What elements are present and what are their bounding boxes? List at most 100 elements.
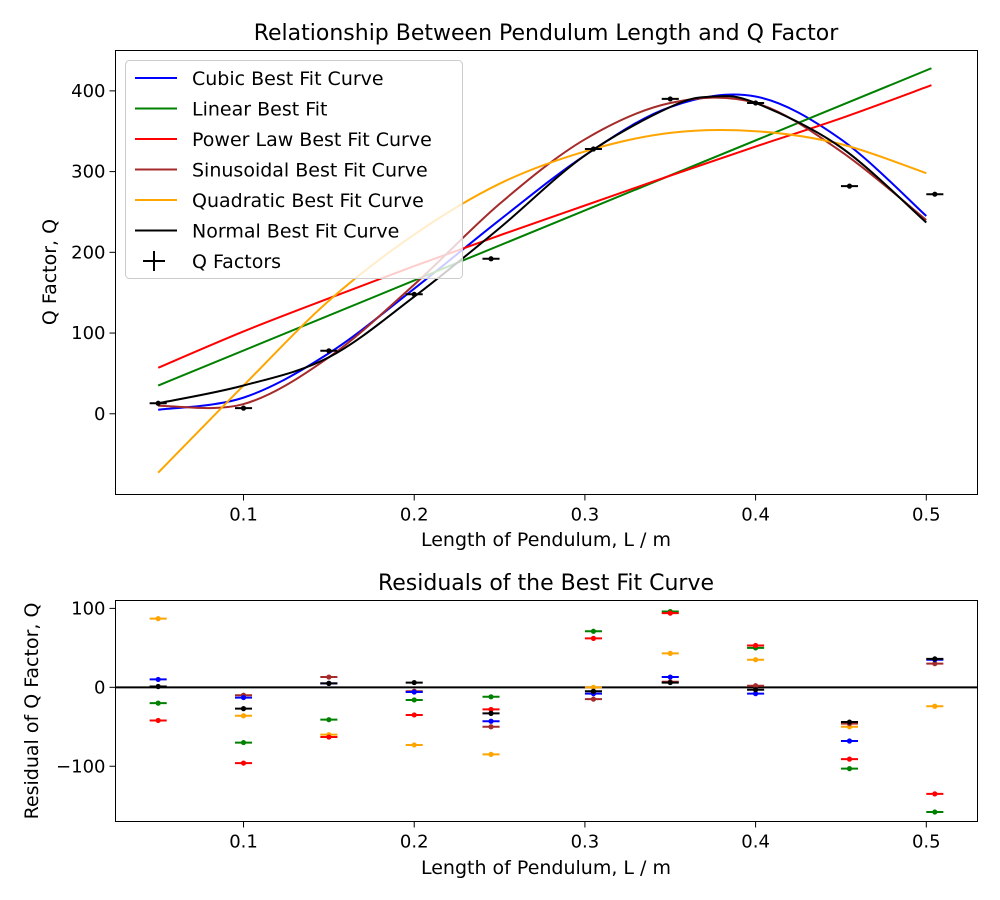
q-factor-marker: [240, 405, 247, 411]
residual-point: [926, 703, 944, 709]
residual-point: [405, 689, 423, 695]
residual-point: [661, 650, 679, 656]
legend-label: Normal Best Fit Curve: [192, 221, 399, 243]
residual-point: [482, 751, 500, 758]
residual-marker: [846, 766, 853, 772]
residual-point: [926, 656, 944, 662]
legend-item-q-factors: Q Factors: [143, 251, 281, 273]
residual-point: [584, 688, 602, 694]
bottom-x-tick-label: 0.3: [571, 832, 600, 853]
residual-point: [234, 694, 253, 701]
legend-label: Q Factors: [192, 251, 281, 273]
top-y-tick-label: 300: [71, 162, 105, 183]
residual-point: [747, 691, 765, 697]
bottom-y-tick-label: 100: [71, 598, 105, 619]
residual-marker: [752, 642, 759, 649]
top-x-axis-label: Length of Pendulum, L / m: [421, 529, 671, 551]
residual-point: [661, 674, 679, 680]
top-x-tick-label: 0.4: [741, 505, 770, 526]
residual-point: [482, 694, 500, 700]
normal-best-fit-curve-line: [157, 95, 927, 405]
q-factor-marker: [326, 348, 332, 354]
residual-marker: [932, 656, 938, 662]
residual-point: [149, 717, 167, 724]
residual-marker: [488, 724, 494, 730]
legend-label: Cubic Best Fit Curve: [192, 68, 384, 90]
residual-marker: [932, 791, 938, 797]
residual-marker: [240, 706, 247, 712]
bottom-x-tick-label: 0.5: [912, 832, 941, 853]
residual-marker: [488, 710, 494, 716]
q-factor-point: [840, 183, 859, 189]
residual-point: [926, 661, 944, 667]
residual-point: [405, 742, 423, 748]
residual-marker: [590, 684, 597, 690]
legend-label: Power Law Best Fit Curve: [192, 129, 432, 151]
residual-point: [747, 642, 765, 649]
residual-marker: [667, 650, 673, 656]
residual-marker: [488, 694, 494, 700]
bottom-y-axis: −100 0 100: [56, 598, 116, 777]
residual-marker: [846, 738, 853, 744]
residual-point: [482, 710, 500, 716]
sinusoidal-best-fit-curve-line: [158, 96, 927, 410]
residual-point: [320, 734, 338, 740]
residual-marker: [240, 713, 247, 719]
legend-box: [125, 60, 463, 279]
q-factor-point: [405, 291, 423, 297]
residual-marker: [667, 679, 673, 686]
residual-marker: [846, 756, 853, 762]
residual-marker: [752, 687, 759, 693]
residual-marker: [488, 718, 494, 724]
residual-marker: [488, 751, 494, 758]
residual-point: [234, 760, 253, 766]
residual-marker: [590, 696, 597, 702]
legend-item-sinusoidal-best-fit-curve: Sinusoidal Best Fit Curve: [135, 160, 428, 182]
residual-marker: [411, 742, 417, 748]
bottom-y-axis-label: Residual of Q Factor, Q: [21, 603, 43, 820]
q-factor-point: [584, 146, 602, 152]
q-factor-point: [747, 100, 765, 106]
residual-point: [747, 683, 765, 689]
q-factor-marker: [590, 146, 597, 152]
q-factor-marker: [488, 256, 494, 262]
residual-point: [840, 756, 859, 762]
residual-marker: [932, 703, 938, 709]
bottom-y-tick-label: 0: [94, 677, 105, 698]
q-factor-marker: [667, 96, 673, 102]
residual-marker: [667, 674, 673, 680]
q-factor-chart: Relationship Between Pendulum Length and…: [39, 21, 978, 551]
legend: Cubic Best Fit Curve Linear Best Fit Power…: [125, 60, 463, 279]
top-y-tick-label: 400: [71, 81, 105, 102]
legend-label: Quadratic Best Fit Curve: [192, 190, 424, 212]
residual-marker: [240, 760, 247, 766]
residual-marker: [752, 691, 759, 697]
residual-marker: [411, 712, 417, 718]
residual-point: [482, 706, 500, 713]
residual-marker: [411, 697, 417, 703]
residual-marker: [240, 739, 247, 746]
top-x-tick-label: 0.3: [571, 505, 600, 526]
top-x-tick-label: 0.5: [912, 505, 941, 526]
residual-marker: [752, 657, 759, 663]
bottom-x-tick-label: 0.1: [229, 832, 258, 853]
top-axes-frame: [115, 50, 978, 495]
residual-marker: [846, 719, 853, 725]
residual-marker: [155, 683, 161, 690]
residual-point: [320, 674, 338, 680]
q-factor-point: [926, 191, 944, 197]
residual-point: [584, 635, 602, 641]
top-y-tick-label: 0: [94, 404, 105, 425]
residual-marker: [590, 628, 597, 634]
bottom-x-tick-label: 0.4: [741, 832, 770, 853]
top-y-axis: 0 100 200 300 400: [71, 81, 116, 425]
residual-point: [747, 657, 765, 663]
top-x-tick-label: 0.2: [400, 505, 429, 526]
q-factor-point: [149, 400, 167, 406]
bottom-y-tick-label: −100: [56, 756, 105, 777]
bottom-axes-frame: [115, 600, 978, 822]
bottom-plot-area: [115, 608, 978, 815]
residual-point: [149, 683, 167, 690]
residual-point: [584, 628, 602, 634]
top-plot-area: [149, 67, 944, 474]
